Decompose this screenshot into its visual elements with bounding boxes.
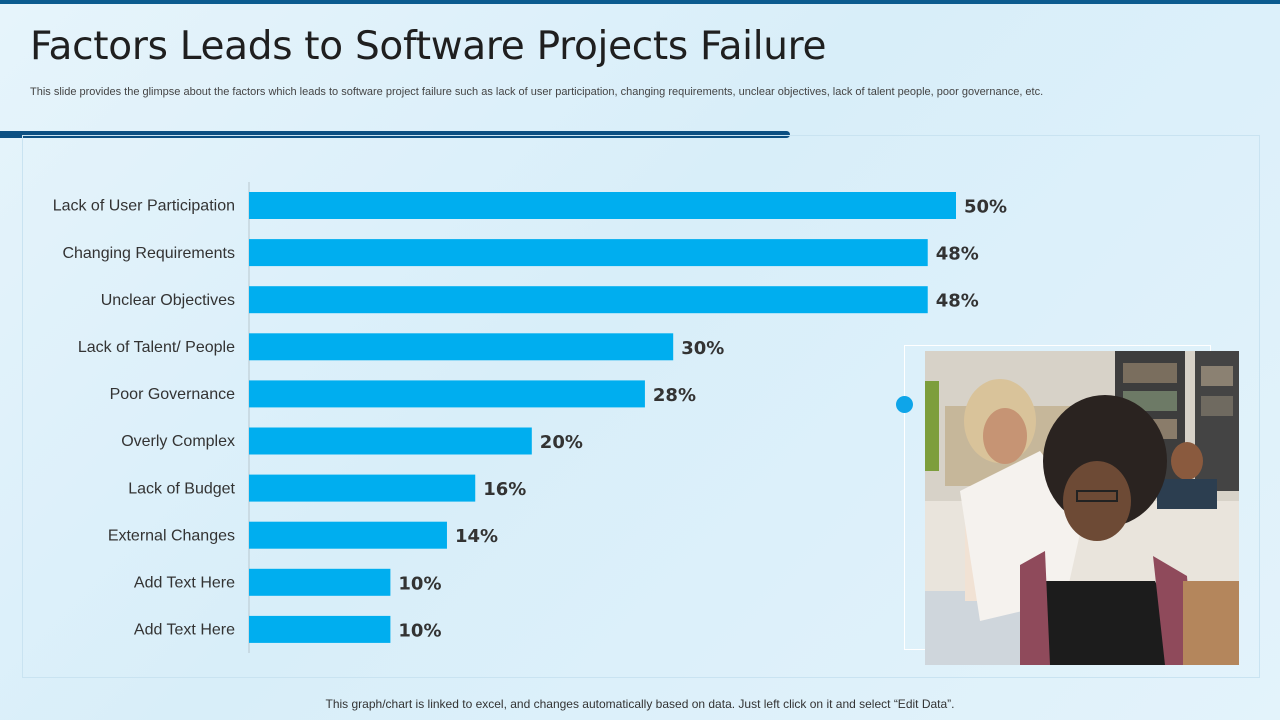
value-label-8: 10%	[398, 573, 441, 594]
category-label-6: Lack of Budget	[128, 480, 235, 497]
bar-1[interactable]	[249, 239, 928, 267]
category-label-3: Lack of Talent/ People	[78, 339, 235, 356]
value-label-1: 48%	[936, 244, 979, 265]
value-label-7: 14%	[455, 526, 498, 547]
bar-2[interactable]	[249, 286, 928, 314]
bar-4[interactable]	[249, 380, 645, 408]
footer-note: This graph/chart is linked to excel, and…	[325, 697, 955, 711]
category-label-9: Add Text Here	[134, 622, 235, 639]
category-label-4: Poor Governance	[110, 386, 236, 403]
value-label-9: 10%	[398, 620, 441, 641]
category-label-7: External Changes	[108, 527, 235, 544]
bar-3[interactable]	[249, 333, 674, 361]
chart-frame	[22, 135, 1260, 678]
page-subtitle: This slide provides the glimpse about th…	[30, 86, 1044, 98]
top-rule	[0, 0, 1280, 4]
bar-6[interactable]	[249, 474, 476, 502]
category-label-0: Lack of User Participation	[53, 198, 235, 215]
bar-0[interactable]	[249, 192, 956, 219]
bar-5[interactable]	[249, 427, 532, 455]
value-label-3: 30%	[681, 338, 724, 359]
accent-bar	[0, 131, 790, 138]
category-label-1: Changing Requirements	[62, 245, 235, 262]
value-label-5: 20%	[540, 432, 583, 453]
office-photo	[925, 351, 1239, 665]
value-label-2: 48%	[936, 291, 979, 312]
category-label-5: Overly Complex	[121, 433, 235, 450]
value-label-4: 28%	[653, 385, 696, 406]
bar-8[interactable]	[249, 568, 391, 596]
photo-dot	[896, 396, 913, 413]
page-title: Factors Leads to Software Projects Failu…	[30, 24, 827, 69]
bar-7[interactable]	[249, 521, 447, 549]
category-label-2: Unclear Objectives	[101, 292, 235, 309]
value-label-6: 16%	[483, 479, 526, 500]
category-label-8: Add Text Here	[134, 575, 235, 592]
bar-9[interactable]	[249, 615, 391, 643]
value-label-0: 50%	[964, 197, 1007, 218]
